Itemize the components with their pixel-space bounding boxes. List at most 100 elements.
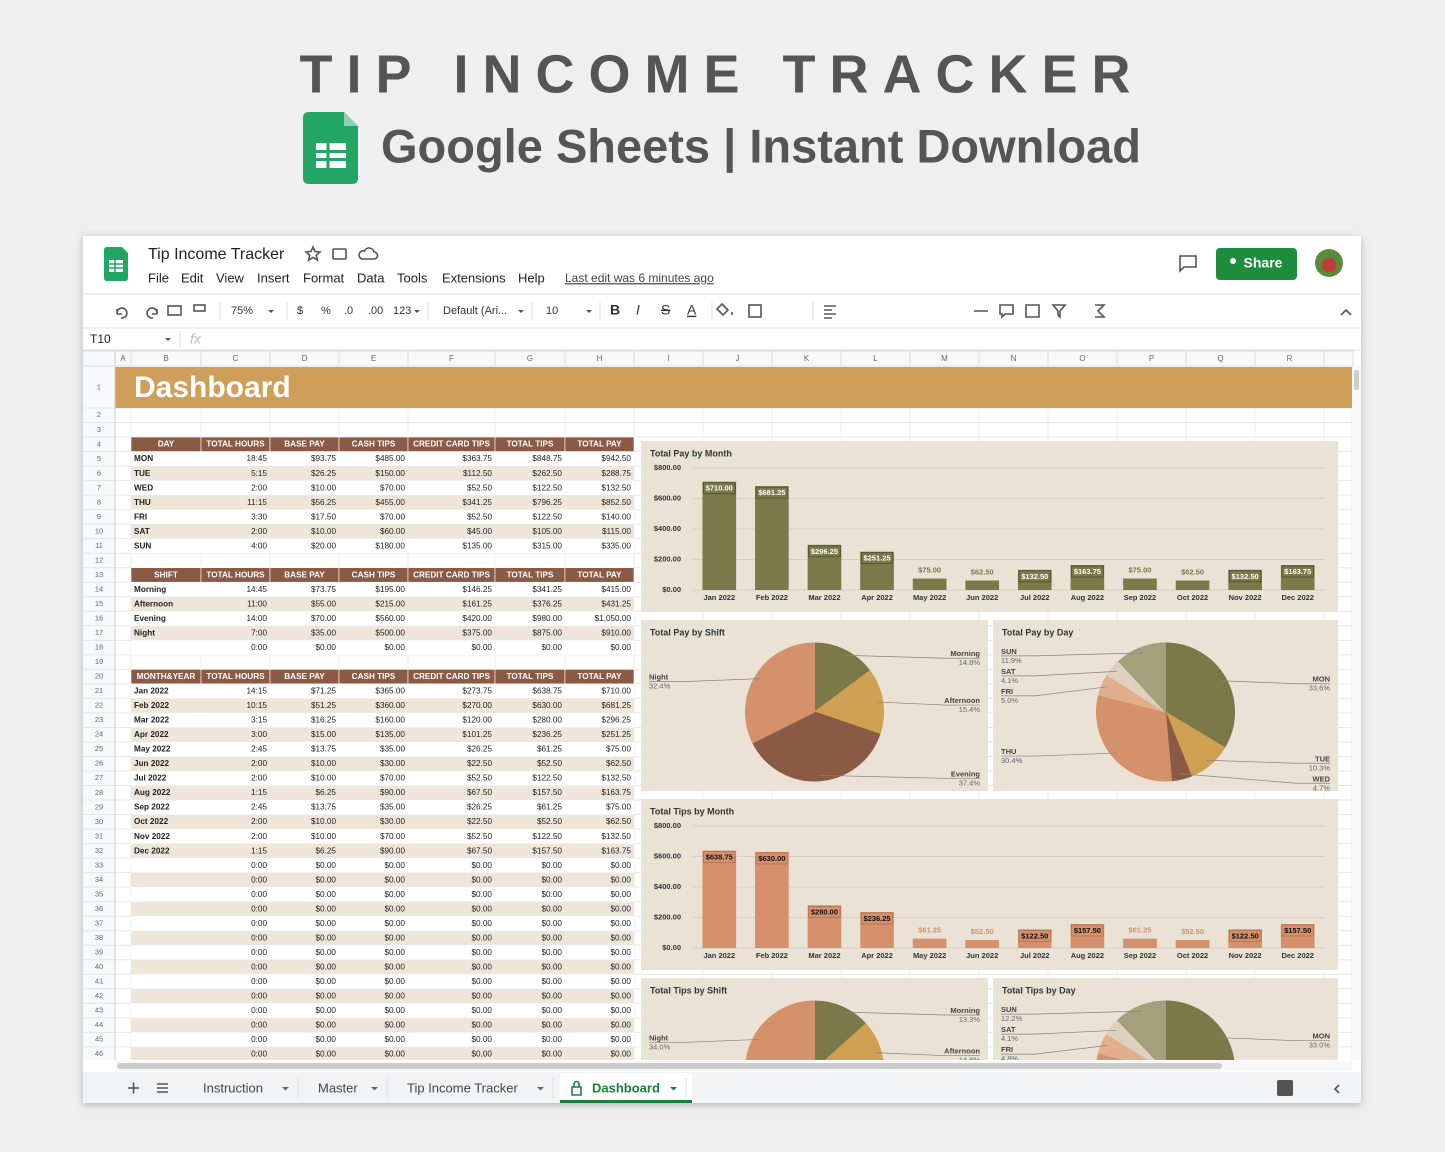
- bar[interactable]: [965, 580, 1000, 590]
- borders-icon[interactable]: [748, 304, 762, 318]
- row-header[interactable]: 39: [95, 947, 103, 956]
- row-header[interactable]: 4: [97, 439, 101, 448]
- menu-item[interactable]: Extensions: [442, 270, 506, 285]
- bar[interactable]: [912, 578, 947, 590]
- row-header[interactable]: 7: [97, 483, 101, 492]
- row-header[interactable]: 9: [97, 512, 101, 521]
- menu-item[interactable]: View: [216, 270, 245, 285]
- row-header[interactable]: 5: [97, 454, 101, 463]
- cell-reference[interactable]: T10: [90, 332, 111, 346]
- column-header[interactable]: O: [1079, 354, 1085, 363]
- column-header[interactable]: C: [233, 354, 239, 363]
- bar[interactable]: [1175, 939, 1210, 948]
- row-header[interactable]: 12: [95, 555, 103, 564]
- column-header[interactable]: P: [1149, 354, 1154, 363]
- toolbar-item[interactable]: 75%: [231, 305, 253, 317]
- column-header[interactable]: F: [449, 354, 454, 363]
- scroll-thumb[interactable]: [1354, 370, 1359, 390]
- row-header[interactable]: 3: [97, 425, 101, 434]
- pie-slice[interactable]: [1117, 642, 1166, 714]
- row-header[interactable]: 31: [95, 831, 103, 840]
- row-header[interactable]: 20: [95, 672, 103, 681]
- toolbar-item[interactable]: $: [297, 305, 303, 317]
- menu-item[interactable]: Data: [357, 270, 385, 285]
- star-icon[interactable]: [304, 245, 322, 262]
- bar[interactable]: [702, 850, 737, 948]
- row-header[interactable]: 28: [95, 788, 103, 797]
- row-header[interactable]: 22: [95, 701, 103, 710]
- toolbar-item[interactable]: .00: [368, 305, 383, 317]
- column-header[interactable]: I: [667, 354, 669, 363]
- bar[interactable]: [1175, 580, 1210, 590]
- row-header[interactable]: 6: [97, 468, 101, 477]
- pie-slice[interactable]: [745, 1000, 815, 1107]
- collapse-icon[interactable]: [1340, 308, 1352, 316]
- toolbar-item[interactable]: 123: [393, 305, 411, 317]
- row-header[interactable]: 11: [95, 541, 103, 550]
- side-toggle[interactable]: [1333, 1084, 1340, 1094]
- row-header[interactable]: 19: [95, 657, 103, 666]
- row-header[interactable]: 30: [95, 817, 103, 826]
- pie-slice[interactable]: [1116, 1000, 1166, 1070]
- row-header[interactable]: 15: [95, 599, 103, 608]
- column-header[interactable]: A: [120, 354, 126, 363]
- toolbar-item[interactable]: S: [661, 302, 670, 318]
- toolbar-item[interactable]: B: [610, 302, 620, 318]
- row-header[interactable]: 23: [95, 715, 103, 724]
- redo-icon[interactable]: [146, 307, 158, 319]
- menu-item[interactable]: Help: [518, 270, 545, 285]
- toolbar-item[interactable]: %: [321, 305, 331, 317]
- menu-item[interactable]: File: [148, 270, 169, 285]
- print-icon[interactable]: [167, 305, 182, 316]
- pie-slice[interactable]: [813, 670, 884, 735]
- row-header[interactable]: 27: [95, 773, 103, 782]
- paint-icon[interactable]: [193, 304, 206, 312]
- row-header[interactable]: 2: [97, 410, 101, 419]
- cloud-icon[interactable]: [358, 247, 379, 260]
- row-header[interactable]: 33: [95, 860, 103, 869]
- column-header[interactable]: K: [804, 354, 810, 363]
- row-header[interactable]: 37: [95, 918, 103, 927]
- column-header[interactable]: L: [873, 354, 878, 363]
- column-header[interactable]: H: [597, 354, 603, 363]
- toolbar-item[interactable]: A: [687, 302, 697, 318]
- pie-slice[interactable]: [814, 642, 871, 713]
- row-header[interactable]: 38: [95, 933, 103, 942]
- row-header[interactable]: 29: [95, 802, 103, 811]
- row-header[interactable]: 10: [95, 526, 103, 535]
- row-header[interactable]: 14: [95, 584, 103, 593]
- column-header[interactable]: R: [1287, 354, 1293, 363]
- menu-item[interactable]: Edit: [181, 270, 204, 285]
- row-header[interactable]: 34: [95, 875, 103, 884]
- row-header[interactable]: 21: [95, 686, 103, 695]
- row-header[interactable]: 40: [95, 962, 103, 971]
- row-header[interactable]: 46: [95, 1049, 103, 1058]
- row-header[interactable]: 16: [95, 614, 103, 623]
- pie-slice[interactable]: [1165, 642, 1235, 749]
- explore-icon[interactable]: [1277, 1080, 1293, 1096]
- row-header[interactable]: 25: [95, 744, 103, 753]
- row-header[interactable]: 24: [95, 730, 103, 739]
- row-header[interactable]: 42: [95, 991, 103, 1000]
- column-header[interactable]: E: [371, 354, 376, 363]
- column-header[interactable]: N: [1011, 354, 1017, 363]
- insert-icons[interactable]: [974, 304, 1106, 319]
- bar[interactable]: [912, 938, 947, 948]
- menu-item[interactable]: Insert: [257, 270, 290, 285]
- pie-slice[interactable]: [745, 642, 815, 744]
- doc-title[interactable]: Tip Income Tracker: [148, 246, 285, 263]
- row-header[interactable]: 45: [95, 1035, 103, 1044]
- row-header[interactable]: 1: [97, 382, 101, 391]
- align-icon[interactable]: [824, 305, 836, 319]
- share-button[interactable]: [1216, 248, 1297, 280]
- menu-item[interactable]: Format: [303, 270, 345, 285]
- undo-icon[interactable]: [116, 307, 128, 319]
- scroll-thumb[interactable]: [117, 1063, 1222, 1069]
- row-header[interactable]: 13: [95, 570, 103, 579]
- share-label[interactable]: Share: [1244, 255, 1283, 271]
- bar[interactable]: [965, 939, 1000, 948]
- bar[interactable]: [755, 851, 789, 948]
- row-header[interactable]: 18: [95, 643, 103, 652]
- bar[interactable]: [1123, 938, 1157, 948]
- bar[interactable]: [1123, 578, 1157, 590]
